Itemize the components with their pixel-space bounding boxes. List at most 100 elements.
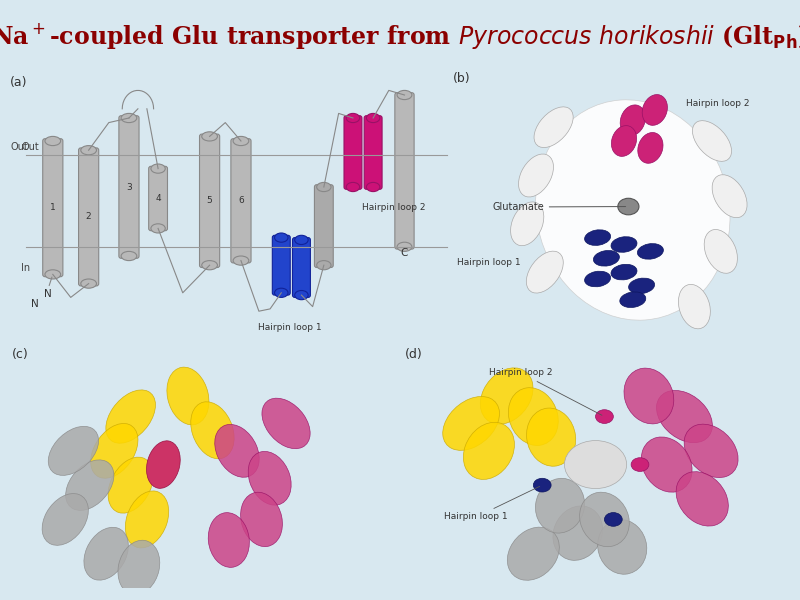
Ellipse shape — [233, 136, 249, 146]
Ellipse shape — [167, 367, 209, 425]
Ellipse shape — [81, 146, 97, 155]
Text: 6: 6 — [238, 196, 244, 205]
Ellipse shape — [534, 107, 573, 148]
Text: 3: 3 — [126, 182, 132, 191]
Ellipse shape — [585, 230, 610, 245]
Ellipse shape — [397, 242, 412, 251]
Ellipse shape — [638, 244, 663, 259]
Ellipse shape — [118, 540, 160, 595]
Text: Glutamate: Glutamate — [492, 202, 626, 212]
Text: (c): (c) — [12, 348, 29, 361]
Ellipse shape — [535, 100, 730, 320]
Ellipse shape — [684, 424, 738, 478]
Text: Out: Out — [10, 142, 28, 152]
Ellipse shape — [712, 175, 747, 218]
Ellipse shape — [642, 95, 667, 125]
Text: (d): (d) — [405, 348, 422, 361]
Ellipse shape — [241, 492, 282, 547]
Ellipse shape — [294, 290, 308, 300]
Text: Hairpin loop 1: Hairpin loop 1 — [258, 323, 322, 332]
Ellipse shape — [248, 451, 291, 505]
Text: Hairpin loop 2: Hairpin loop 2 — [362, 203, 426, 212]
Ellipse shape — [518, 154, 554, 197]
Ellipse shape — [598, 520, 646, 574]
Ellipse shape — [146, 441, 180, 488]
Ellipse shape — [214, 424, 259, 477]
Ellipse shape — [693, 121, 731, 161]
Ellipse shape — [274, 233, 288, 242]
Ellipse shape — [620, 105, 646, 136]
Ellipse shape — [202, 132, 218, 141]
Ellipse shape — [317, 260, 331, 270]
Ellipse shape — [45, 270, 61, 279]
FancyBboxPatch shape — [314, 185, 334, 268]
Ellipse shape — [526, 408, 576, 466]
Ellipse shape — [208, 512, 250, 568]
Ellipse shape — [366, 113, 380, 122]
Ellipse shape — [585, 271, 610, 287]
Text: Hairpin loop 2: Hairpin loop 2 — [686, 100, 749, 109]
Ellipse shape — [202, 260, 218, 270]
Ellipse shape — [126, 491, 169, 548]
Ellipse shape — [611, 236, 637, 253]
Ellipse shape — [151, 164, 166, 173]
Circle shape — [534, 478, 551, 492]
FancyBboxPatch shape — [42, 139, 63, 277]
Circle shape — [631, 458, 649, 472]
Ellipse shape — [638, 133, 663, 163]
Ellipse shape — [108, 457, 154, 513]
Ellipse shape — [151, 224, 166, 233]
Ellipse shape — [463, 422, 514, 479]
Ellipse shape — [480, 368, 533, 424]
Ellipse shape — [294, 235, 308, 245]
Ellipse shape — [262, 398, 310, 449]
Text: N: N — [44, 289, 51, 299]
Circle shape — [618, 198, 639, 215]
FancyBboxPatch shape — [149, 166, 167, 230]
Ellipse shape — [274, 288, 288, 298]
Circle shape — [595, 410, 614, 424]
Ellipse shape — [620, 292, 646, 308]
Ellipse shape — [508, 388, 558, 445]
Text: C: C — [401, 248, 408, 258]
Ellipse shape — [642, 437, 692, 492]
Ellipse shape — [510, 202, 544, 245]
Text: 1: 1 — [50, 203, 56, 212]
Ellipse shape — [657, 391, 712, 443]
Circle shape — [605, 512, 622, 526]
Ellipse shape — [526, 251, 563, 293]
FancyBboxPatch shape — [395, 92, 414, 249]
Text: Hairpin loop 2: Hairpin loop 2 — [489, 368, 602, 415]
Ellipse shape — [233, 256, 249, 265]
Ellipse shape — [66, 460, 114, 511]
Ellipse shape — [507, 527, 559, 580]
Ellipse shape — [106, 390, 155, 443]
Ellipse shape — [121, 251, 137, 260]
Ellipse shape — [84, 527, 128, 580]
Ellipse shape — [346, 113, 360, 122]
Text: Na$^+$-coupled Glu transporter from $\it{Pyrococcus\ horikoshii}$ (Glt$_{\mathbf: Na$^+$-coupled Glu transporter from $\it… — [0, 21, 800, 51]
FancyBboxPatch shape — [231, 139, 251, 263]
Text: 5: 5 — [206, 196, 213, 205]
Text: Hairpin loop 1: Hairpin loop 1 — [445, 487, 540, 521]
Ellipse shape — [553, 506, 602, 560]
Ellipse shape — [121, 113, 137, 122]
Circle shape — [565, 440, 626, 488]
FancyBboxPatch shape — [272, 235, 290, 295]
Text: In: In — [22, 263, 30, 273]
Ellipse shape — [397, 91, 412, 100]
FancyBboxPatch shape — [119, 116, 139, 258]
Ellipse shape — [594, 250, 619, 266]
FancyBboxPatch shape — [344, 116, 362, 189]
Ellipse shape — [629, 278, 654, 294]
Text: Hairpin loop 1: Hairpin loop 1 — [457, 258, 521, 267]
FancyBboxPatch shape — [364, 116, 382, 189]
Ellipse shape — [579, 492, 630, 547]
Ellipse shape — [704, 230, 738, 273]
Text: N: N — [31, 299, 38, 308]
Ellipse shape — [676, 472, 728, 526]
Ellipse shape — [81, 279, 97, 288]
Ellipse shape — [90, 424, 138, 478]
Ellipse shape — [535, 478, 585, 533]
Ellipse shape — [611, 125, 637, 157]
